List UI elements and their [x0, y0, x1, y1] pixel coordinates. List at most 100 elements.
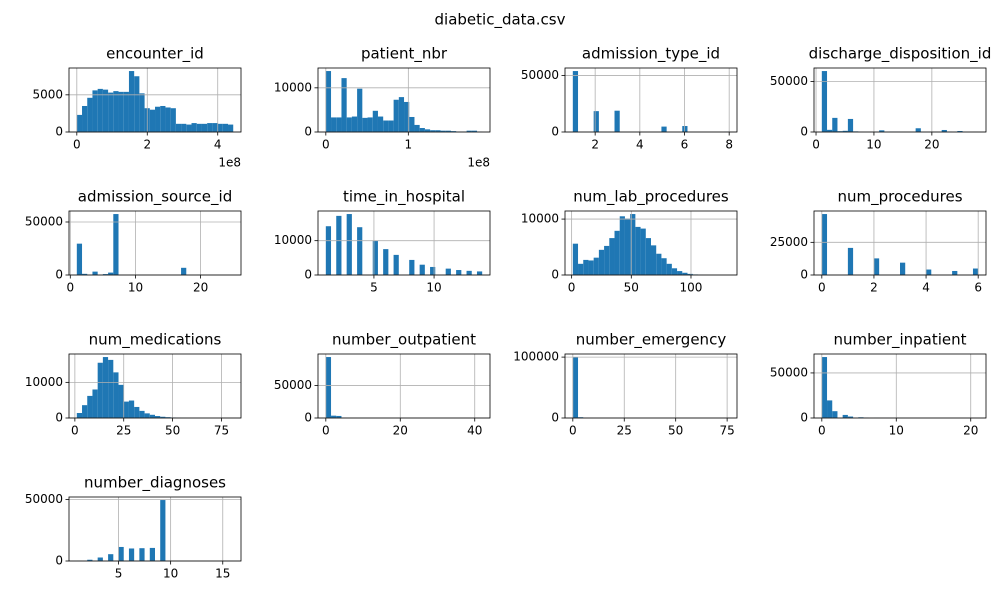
bar	[341, 78, 347, 132]
x-tick-label: 10	[866, 138, 881, 152]
bar	[222, 123, 229, 132]
bar	[181, 267, 187, 275]
bar	[160, 500, 166, 561]
bar	[430, 266, 436, 275]
bar	[325, 357, 332, 418]
bar	[578, 263, 584, 275]
bar	[377, 116, 384, 132]
x-tick-label: 0	[71, 424, 79, 438]
bar	[466, 130, 472, 132]
x-tick-label: 4	[636, 138, 644, 152]
bar	[593, 257, 599, 275]
x-tick-label: 6	[681, 138, 689, 152]
bar	[108, 92, 114, 132]
axes-frame	[564, 210, 738, 276]
y-tick-label: 0	[551, 125, 559, 139]
axes-frame	[813, 210, 987, 276]
subplot-title: time_in_hospital	[343, 188, 465, 207]
bar	[160, 105, 166, 132]
bar	[915, 128, 921, 132]
x-tick-label: 1	[405, 138, 413, 152]
y-tick-label: 0	[304, 125, 312, 139]
subplot-title: discharge_disposition_id	[809, 45, 992, 64]
subplot-title: num_procedures	[837, 188, 962, 207]
subplot-title: encounter_id	[106, 45, 204, 64]
bar	[325, 71, 332, 132]
bar	[144, 413, 150, 418]
subplot-title: number_emergency	[576, 331, 727, 350]
x-tick-label: 20	[393, 424, 408, 438]
bar	[471, 130, 478, 132]
bar	[821, 71, 828, 132]
bar	[82, 405, 88, 418]
x-tick-label: 4	[214, 138, 222, 152]
bar	[102, 274, 109, 275]
axes-frame	[68, 496, 242, 562]
axes-frame	[564, 67, 738, 133]
bar	[671, 268, 678, 275]
bar	[588, 260, 594, 275]
x-tick-label: 2	[143, 138, 151, 152]
bar	[640, 228, 646, 275]
bar	[113, 214, 119, 275]
y-tick-label: 50000	[25, 214, 63, 228]
bar	[827, 400, 833, 418]
x-tick-label: 75	[719, 424, 734, 438]
y-tick-label: 0	[800, 125, 808, 139]
bar	[827, 129, 833, 132]
bar	[598, 249, 605, 275]
bar	[336, 117, 342, 132]
x-tick-label: 50	[668, 424, 683, 438]
x-tick-label: 40	[467, 424, 482, 438]
bar	[624, 218, 631, 275]
bar	[572, 243, 579, 275]
x-tick-label: 20	[193, 281, 208, 295]
bar	[847, 247, 854, 275]
bar	[155, 106, 161, 132]
bar	[583, 259, 589, 275]
bar	[842, 130, 848, 132]
subplot-title: admission_type_id	[582, 45, 720, 64]
bar	[128, 400, 135, 418]
bar	[160, 416, 166, 418]
figure-title: diabetic_data.csv	[435, 11, 566, 30]
bar	[331, 415, 337, 418]
subplot-title: num_medications	[89, 331, 222, 350]
bar	[430, 130, 436, 132]
bar	[972, 268, 979, 275]
bar	[346, 117, 352, 132]
axes-frame	[813, 67, 987, 133]
bar	[419, 264, 425, 275]
bar	[687, 273, 693, 275]
bar	[604, 245, 610, 275]
bar	[149, 547, 155, 561]
bar	[102, 357, 109, 418]
bar	[76, 413, 83, 418]
y-tick-label: 50000	[770, 365, 808, 379]
y-tick-label: 100000	[513, 350, 559, 364]
bar	[832, 411, 838, 418]
bar	[170, 108, 176, 132]
bar	[635, 226, 641, 275]
bar	[450, 131, 457, 132]
y-tick-label: 0	[55, 268, 63, 282]
bar	[108, 272, 114, 275]
x-tick-label: 5	[370, 281, 378, 295]
y-tick-label: 50000	[770, 74, 808, 88]
bar	[404, 101, 410, 132]
x-tick-label: 8	[725, 138, 733, 152]
y-tick-label: 0	[55, 411, 63, 425]
bar	[134, 406, 140, 418]
axes-frame	[813, 353, 987, 419]
x-tick-label: 10	[426, 281, 441, 295]
subplot-title: number_diagnoses	[84, 474, 226, 493]
bar	[372, 110, 378, 132]
bar	[191, 123, 197, 132]
bar	[207, 123, 213, 132]
subplot-title: num_lab_procedures	[573, 188, 729, 207]
bar	[139, 410, 145, 418]
y-tick-label: 10000	[274, 233, 312, 247]
bar	[351, 116, 358, 132]
x-tick-label: 4	[922, 281, 930, 295]
bar	[837, 131, 843, 132]
